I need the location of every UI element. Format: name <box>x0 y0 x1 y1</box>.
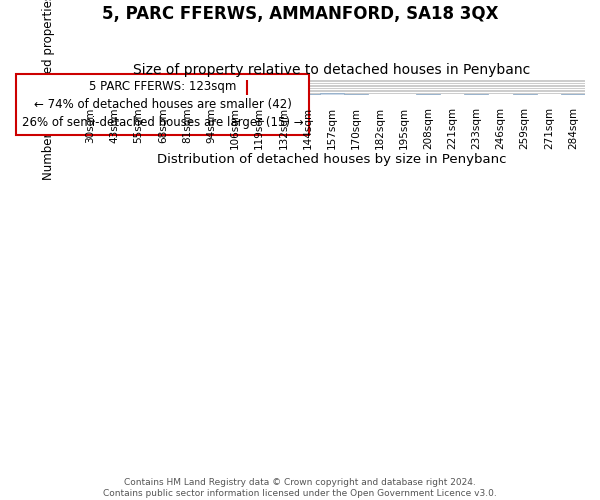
X-axis label: Distribution of detached houses by size in Penybanc: Distribution of detached houses by size … <box>157 152 506 166</box>
Text: 246sqm: 246sqm <box>496 107 506 150</box>
Text: 182sqm: 182sqm <box>375 107 385 150</box>
Bar <box>512 94 537 95</box>
Text: 106sqm: 106sqm <box>230 107 240 149</box>
Text: 68sqm: 68sqm <box>158 107 168 142</box>
Text: 284sqm: 284sqm <box>568 107 578 150</box>
Text: 43sqm: 43sqm <box>110 107 119 142</box>
Bar <box>223 90 247 95</box>
Text: 144sqm: 144sqm <box>302 107 313 150</box>
Bar <box>247 93 271 95</box>
Bar <box>103 93 127 95</box>
Bar <box>416 94 440 95</box>
Text: 81sqm: 81sqm <box>182 107 192 142</box>
Text: 271sqm: 271sqm <box>544 107 554 150</box>
Text: 233sqm: 233sqm <box>472 107 481 150</box>
Title: Size of property relative to detached houses in Penybanc: Size of property relative to detached ho… <box>133 63 530 77</box>
Bar <box>79 94 103 95</box>
Bar <box>320 93 344 95</box>
Y-axis label: Number of detached properties: Number of detached properties <box>41 0 55 180</box>
Text: 94sqm: 94sqm <box>206 107 216 142</box>
Text: 5, PARC FFERWS, AMMANFORD, SA18 3QX: 5, PARC FFERWS, AMMANFORD, SA18 3QX <box>102 5 498 23</box>
Text: 221sqm: 221sqm <box>447 107 457 150</box>
Text: 55sqm: 55sqm <box>134 107 143 142</box>
Bar <box>151 90 175 95</box>
Text: 170sqm: 170sqm <box>351 107 361 149</box>
Text: 119sqm: 119sqm <box>254 107 264 150</box>
Bar <box>127 90 151 95</box>
Text: 30sqm: 30sqm <box>85 107 95 142</box>
Text: 195sqm: 195sqm <box>399 107 409 150</box>
Text: 259sqm: 259sqm <box>520 107 530 150</box>
Bar <box>295 94 320 95</box>
Text: 132sqm: 132sqm <box>278 107 289 150</box>
Bar <box>464 94 488 95</box>
Bar <box>344 94 368 95</box>
Text: 208sqm: 208sqm <box>423 107 433 149</box>
Bar <box>175 86 199 95</box>
Bar <box>271 90 295 95</box>
Bar <box>199 82 223 95</box>
Text: 5 PARC FFERWS: 123sqm
← 74% of detached houses are smaller (42)
26% of semi-deta: 5 PARC FFERWS: 123sqm ← 74% of detached … <box>22 80 304 129</box>
Text: 157sqm: 157sqm <box>326 107 337 150</box>
Text: Contains HM Land Registry data © Crown copyright and database right 2024.
Contai: Contains HM Land Registry data © Crown c… <box>103 478 497 498</box>
Bar <box>561 94 585 95</box>
